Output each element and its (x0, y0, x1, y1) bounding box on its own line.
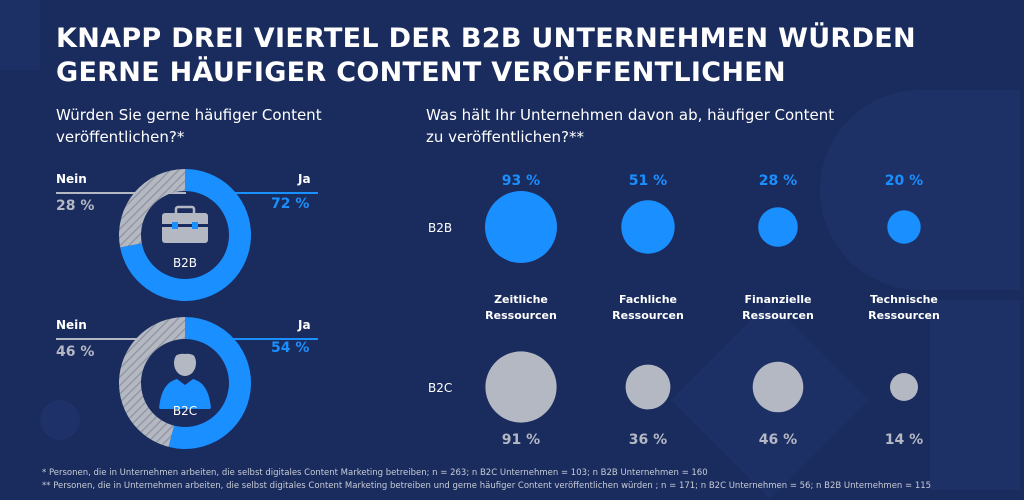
bubble-b2b-value: 28 % (758, 173, 798, 189)
bubble-b2b-3 (758, 207, 798, 247)
category-label: Finanzielle Ressourcen (708, 292, 848, 324)
bubble-b2c-1 (485, 351, 557, 423)
bubble-b2c-2 (625, 364, 671, 410)
bubble-b2b-value: 51 % (628, 173, 668, 189)
category-line: Zeitliche (494, 293, 548, 306)
row-label-b2c: B2C (428, 381, 453, 395)
background-shape (40, 400, 80, 440)
category-label: Fachliche Ressourcen (578, 292, 718, 324)
category-line: Finanzielle (744, 293, 812, 306)
category-line: Technische (870, 293, 938, 306)
bubble-b2c-value: 14 % (884, 432, 924, 448)
background-shape (820, 90, 1020, 290)
category-label: Zeitliche Ressourcen (451, 292, 591, 324)
bubble-b2b-value: 93 % (501, 173, 541, 189)
bubble-b2c-4 (890, 373, 918, 401)
category-line: Fachliche (619, 293, 677, 306)
donut-chart-b2b (119, 169, 252, 301)
bubble-b2b-2 (621, 200, 675, 254)
donut-b2b-yes-label: Ja (298, 172, 311, 186)
donut-b2b-center-label: B2B (172, 256, 198, 270)
donut-b2c-yes-line (218, 338, 318, 340)
page-title: KNAPP DREI VIERTEL DER B2B UNTERNEHMEN W… (56, 22, 956, 90)
title-line: GERNE HÄUFIGER CONTENT VERÖFFENTLICHEN (56, 57, 786, 88)
background-shape (0, 0, 40, 70)
donut-b2b-yes-value: 72 % (271, 196, 310, 212)
category-line: Ressourcen (868, 309, 940, 322)
person-icon (159, 347, 211, 409)
category-line: Ressourcen (485, 309, 557, 322)
question-line: Würden Sie gerne häufiger Content (56, 106, 322, 124)
donut-b2b-no-value: 28 % (56, 198, 95, 214)
donut-b2b-yes-line (232, 192, 318, 194)
donut-b2c-yes-slice (168, 317, 251, 449)
briefcase-icon (162, 205, 208, 243)
donut-b2b-no-label: Nein (56, 172, 87, 186)
donut-b2c-yes-value: 54 % (271, 340, 310, 356)
category-line: Ressourcen (612, 309, 684, 322)
donut-b2c-no-label: Nein (56, 318, 87, 332)
footnote: ** Personen, die in Unternehmen arbeiten… (42, 481, 932, 491)
question-line: veröffentlichen?* (56, 128, 185, 146)
donut-b2c-no-value: 46 % (56, 344, 95, 360)
question-line: Was hält Ihr Unternehmen davon ab, häufi… (426, 106, 835, 124)
question-line: zu veröffentlichen?** (426, 128, 585, 146)
category-label: Technische Ressourcen (834, 292, 974, 324)
left-question: Würden Sie gerne häufiger Content veröff… (56, 104, 322, 148)
donut-b2c-center-label: B2C (172, 404, 198, 418)
donut-b2c-no-slice (119, 317, 185, 447)
donut-b2b-yes-slice (120, 169, 252, 301)
bubble-b2c-value: 46 % (758, 432, 798, 448)
bubble-b2c-value: 36 % (628, 432, 668, 448)
category-line: Ressourcen (742, 309, 814, 322)
donut-b2b-no-slice (119, 169, 185, 248)
donut-b2b-no-line (56, 192, 186, 194)
bubble-b2c-value: 91 % (501, 432, 541, 448)
donut-chart-b2c (119, 317, 251, 449)
title-line: KNAPP DREI VIERTEL DER B2B UNTERNEHMEN W… (56, 23, 916, 54)
bubble-b2b-1 (485, 191, 557, 263)
row-label-b2b: B2B (428, 221, 453, 235)
footnote: * Personen, die in Unternehmen arbeiten,… (42, 468, 708, 478)
donut-b2c-no-line (56, 338, 156, 340)
bubble-b2b-value: 20 % (884, 173, 924, 189)
background-shape (930, 300, 1020, 490)
right-question: Was hält Ihr Unternehmen davon ab, häufi… (426, 104, 834, 148)
donut-b2c-yes-label: Ja (298, 318, 311, 332)
